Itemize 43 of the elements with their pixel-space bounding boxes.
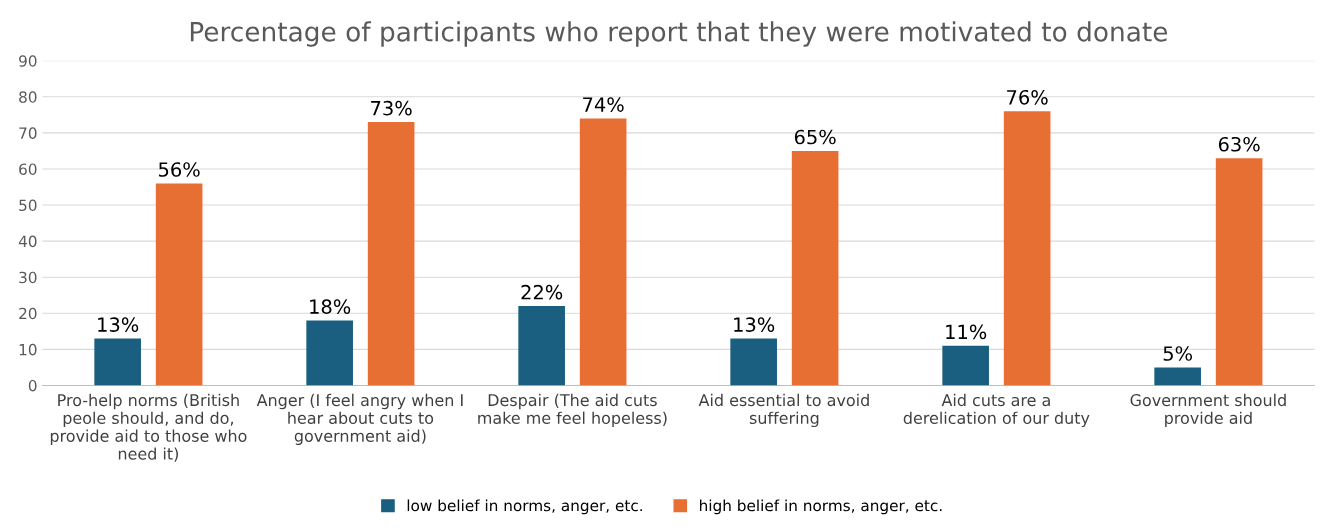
data-label: 74%: [583, 97, 624, 112]
legend-label: high belief in norms, anger, etc.: [700, 499, 942, 515]
bar: [579, 118, 627, 386]
y-tick-label: 80: [19, 91, 37, 103]
x-tick-label: Despair (The aid cuts make me feel hopeless): [478, 393, 667, 428]
data-label: 13%: [98, 317, 139, 332]
bar: [155, 183, 203, 386]
bar: [518, 306, 565, 386]
data-label: 11%: [946, 324, 987, 340]
y-tick-label: 40: [18, 235, 37, 248]
data-label: 73%: [371, 100, 412, 116]
x-tick-label: Government should provide aid: [1130, 393, 1286, 428]
data-label: 18%: [310, 299, 351, 314]
bar: [94, 338, 141, 386]
x-tick-label: Aid essential to avoid suffering: [698, 393, 869, 428]
y-tick-label: 60: [19, 163, 37, 175]
bar: [942, 345, 989, 386]
bar: [791, 150, 839, 386]
bar: [730, 338, 777, 386]
data-label: 5%: [1163, 346, 1193, 361]
y-tick-label: 0: [28, 379, 37, 392]
bar: [1154, 367, 1201, 386]
bar: [1003, 111, 1051, 386]
data-label: 65%: [794, 129, 836, 145]
y-tick-label: 10: [19, 343, 37, 356]
x-tick-label: Anger (I feel angry when I hear about cuts to government aid): [256, 393, 463, 445]
x-tick-label: Pro-help norms (British peole should, and do, provide aid to those who need it): [50, 393, 247, 462]
data-label: 13%: [734, 317, 775, 332]
y-tick-label: 50: [19, 199, 37, 212]
data-label: 56%: [159, 162, 200, 177]
bar: [306, 320, 353, 386]
chart-title: Percentage of participants who report that they were motivated to donate: [190, 21, 1168, 47]
data-label: 63%: [1218, 136, 1260, 152]
y-tick-label: 20: [19, 307, 37, 320]
data-label: 76%: [1007, 89, 1048, 105]
y-tick-label: 30: [19, 271, 37, 284]
data-label: 22%: [521, 284, 563, 300]
x-tick-label: Aid cuts are a derelication of our duty: [903, 393, 1090, 428]
y-tick-label: 70: [19, 127, 37, 139]
bar: [1215, 158, 1263, 386]
legend-label: low belief in norms, anger, etc.: [407, 499, 642, 515]
bar: [367, 122, 415, 386]
y-tick-label: 90: [19, 55, 37, 67]
